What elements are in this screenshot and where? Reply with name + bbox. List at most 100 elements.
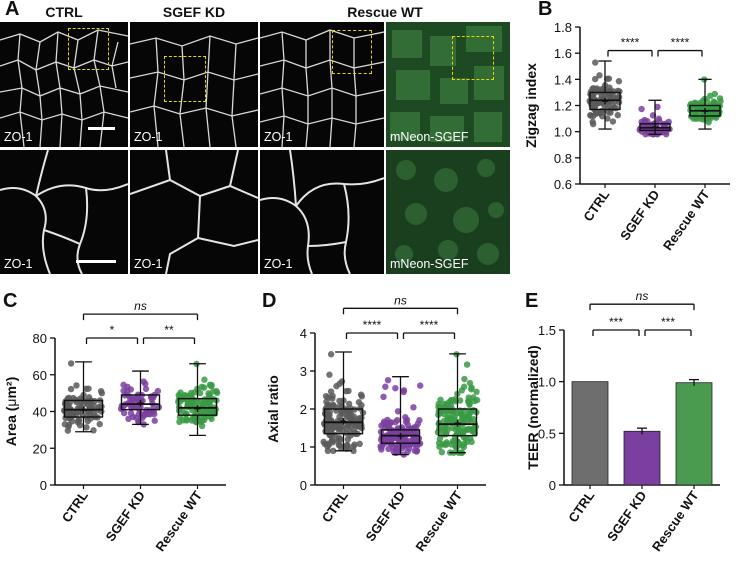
data-point: [336, 428, 343, 435]
chart-zigzag-index: 0.6 0.8 1.0 1.2 1.4 1.6 1.8 Zigzag index CTRL SGE…: [523, 20, 730, 253]
data-point: [90, 427, 97, 434]
data-point: [461, 375, 468, 383]
y-tick-label: 3: [300, 364, 307, 379]
data-point: [358, 424, 365, 432]
scale-bar: [76, 260, 116, 263]
zoom-region-box: [332, 30, 372, 74]
mean-marker: +: [454, 415, 462, 430]
mean-marker: +: [194, 401, 202, 416]
data-point: [607, 109, 614, 116]
data-point: [200, 412, 208, 420]
panel-letter-a: A: [5, 0, 20, 20]
data-point: [187, 389, 195, 397]
significance-bracket: ***: [644, 315, 692, 336]
data-point: [150, 394, 157, 401]
bar: [675, 382, 713, 486]
significance-label: *: [110, 323, 115, 337]
fluorescence-texture: [386, 150, 510, 274]
data-point: [644, 118, 651, 125]
cell-junction-network: [130, 35, 258, 147]
significance-label: ****: [363, 318, 382, 332]
tile-label: ZO-1: [264, 130, 293, 144]
tile-label: ZO-1: [264, 257, 293, 271]
data-point: [417, 382, 424, 389]
data-point: [378, 422, 385, 429]
data-point: [654, 103, 661, 111]
y-tick-label: 1.0: [554, 125, 572, 140]
y-tick-label: 0.5: [538, 426, 556, 441]
data-point: [707, 92, 714, 100]
y-axis-label: Axial ratio: [265, 375, 281, 443]
data-point: [410, 404, 417, 411]
data-point: [605, 75, 613, 82]
mean-marker: +: [651, 119, 659, 134]
y-tick-label: 60: [33, 368, 47, 383]
data-point: [205, 400, 213, 408]
data-point: [67, 360, 75, 367]
x-tick-label: Rescue WT: [649, 488, 702, 554]
data-point: [599, 85, 606, 93]
data-point: [463, 361, 471, 368]
data-point: [337, 436, 344, 443]
data-point: [73, 382, 80, 389]
data-point: [120, 409, 128, 417]
data-point: [615, 78, 623, 85]
data-point: [382, 383, 389, 390]
box: [63, 399, 104, 418]
data-point: [348, 414, 356, 422]
box: [177, 397, 218, 416]
data-point: [210, 387, 217, 395]
data-point: [129, 396, 137, 403]
x-tick-label: Rescue WT: [660, 187, 713, 253]
significance-label: ns: [134, 299, 147, 313]
data-point: [413, 442, 421, 449]
data-point: [385, 445, 392, 453]
significance-bracket: **: [142, 323, 196, 344]
data-point: [638, 105, 645, 113]
data-point: [338, 378, 346, 385]
data-point: [338, 409, 345, 417]
data-point: [589, 120, 597, 128]
data-point: [137, 403, 144, 411]
y-tick-label: 1.8: [554, 20, 572, 35]
y-axis-label: TEER (normalized): [525, 345, 541, 469]
data-point: [154, 387, 162, 395]
y-tick-label: 2: [300, 402, 307, 417]
data-point: [96, 420, 103, 428]
data-point: [135, 398, 143, 405]
data-point: [324, 443, 331, 450]
data-point: [345, 387, 352, 395]
y-tick-label: 0.8: [554, 151, 572, 166]
data-point: [62, 398, 69, 405]
data-point: [465, 394, 472, 401]
data-point: [448, 397, 455, 404]
x-tick-label: CTRL: [59, 488, 91, 525]
significance-bracket: ****: [345, 318, 399, 339]
data-point: [198, 383, 206, 391]
cell-junction-network: [0, 29, 128, 147]
data-point: [140, 378, 147, 385]
data-point: [441, 423, 448, 431]
data-point: [67, 385, 75, 393]
zoom-region-box: [68, 28, 109, 70]
data-point: [604, 115, 611, 122]
y-tick-label: 20: [33, 441, 47, 456]
y-tick-label: 0.6: [554, 177, 572, 192]
mean-marker: +: [137, 395, 145, 410]
data-point: [614, 111, 622, 119]
data-point: [189, 415, 197, 422]
micrograph-wt-zoom: ZO-1: [260, 150, 384, 274]
data-point: [707, 115, 714, 122]
box: [380, 429, 421, 444]
data-point: [125, 415, 132, 423]
data-point: [468, 384, 475, 391]
fluorescence-texture: [386, 22, 510, 147]
data-point: [347, 429, 354, 436]
panel-letter-b: B: [538, 0, 553, 20]
data-point: [196, 389, 204, 397]
data-point: [463, 438, 471, 446]
data-point: [465, 418, 472, 425]
tile-label: ZO-1: [134, 130, 163, 144]
data-point: [186, 403, 194, 410]
chart-teer: 0 0.5 1.0 1.5 TEER (normalized) CTRL SGEF KD Re…: [525, 290, 720, 554]
